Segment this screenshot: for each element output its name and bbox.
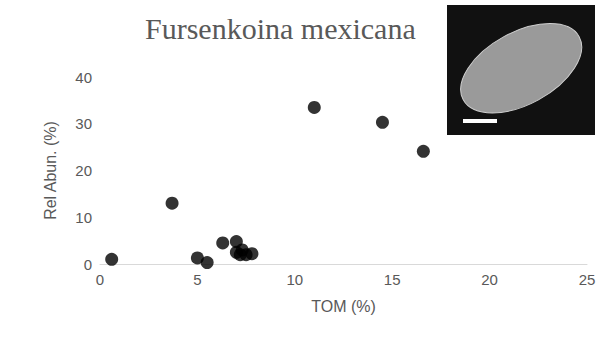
svg-text:10: 10 [286, 271, 303, 288]
svg-text:10: 10 [75, 209, 92, 226]
svg-text:15: 15 [384, 271, 401, 288]
svg-text:Fursenkoina mexicana: Fursenkoina mexicana [145, 12, 416, 45]
svg-text:30: 30 [75, 115, 92, 132]
svg-text:40: 40 [75, 69, 92, 86]
svg-text:25: 25 [579, 271, 596, 288]
svg-text:Rel Abun. (%): Rel Abun. (%) [42, 121, 59, 220]
svg-text:5: 5 [193, 271, 201, 288]
svg-text:TOM (%): TOM (%) [311, 298, 376, 315]
svg-text:20: 20 [75, 162, 92, 179]
svg-text:20: 20 [481, 271, 498, 288]
svg-text:0: 0 [96, 271, 104, 288]
svg-text:0: 0 [84, 256, 92, 273]
